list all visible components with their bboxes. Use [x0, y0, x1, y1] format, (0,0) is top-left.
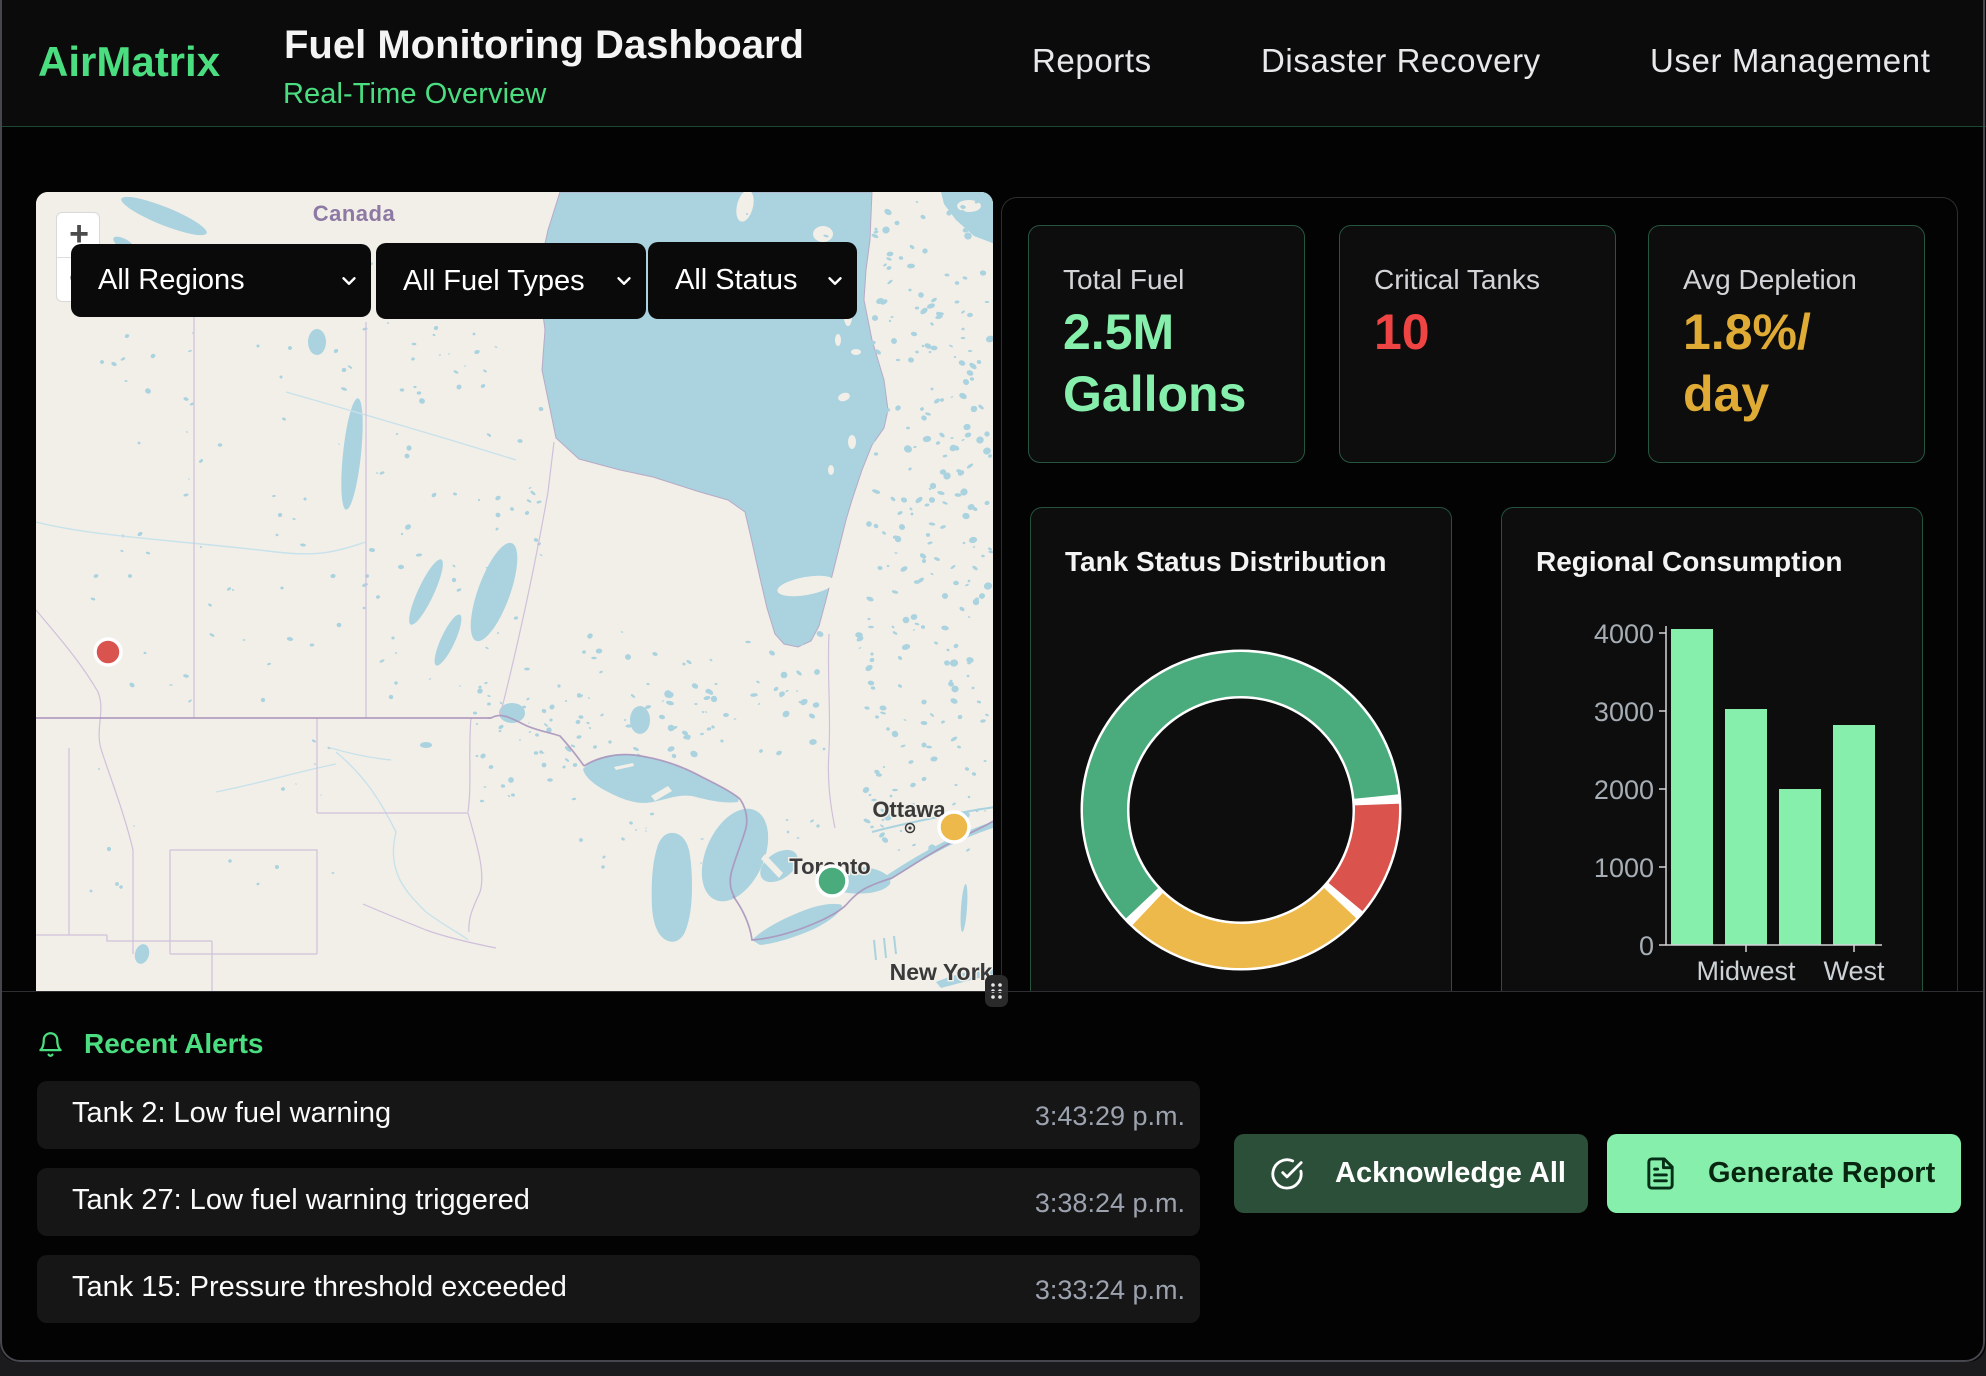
svg-text:West: West — [1823, 956, 1885, 986]
svg-text:Ottawa: Ottawa — [872, 797, 946, 822]
svg-text:2000: 2000 — [1594, 775, 1654, 805]
svg-text:New York: New York — [890, 959, 993, 985]
svg-text:Canada: Canada — [313, 201, 396, 226]
svg-text:Midwest: Midwest — [1696, 956, 1796, 986]
svg-text:4000: 4000 — [1594, 619, 1654, 649]
svg-text:3000: 3000 — [1594, 697, 1654, 727]
svg-text:1000: 1000 — [1594, 853, 1654, 883]
svg-text:0: 0 — [1639, 931, 1654, 961]
